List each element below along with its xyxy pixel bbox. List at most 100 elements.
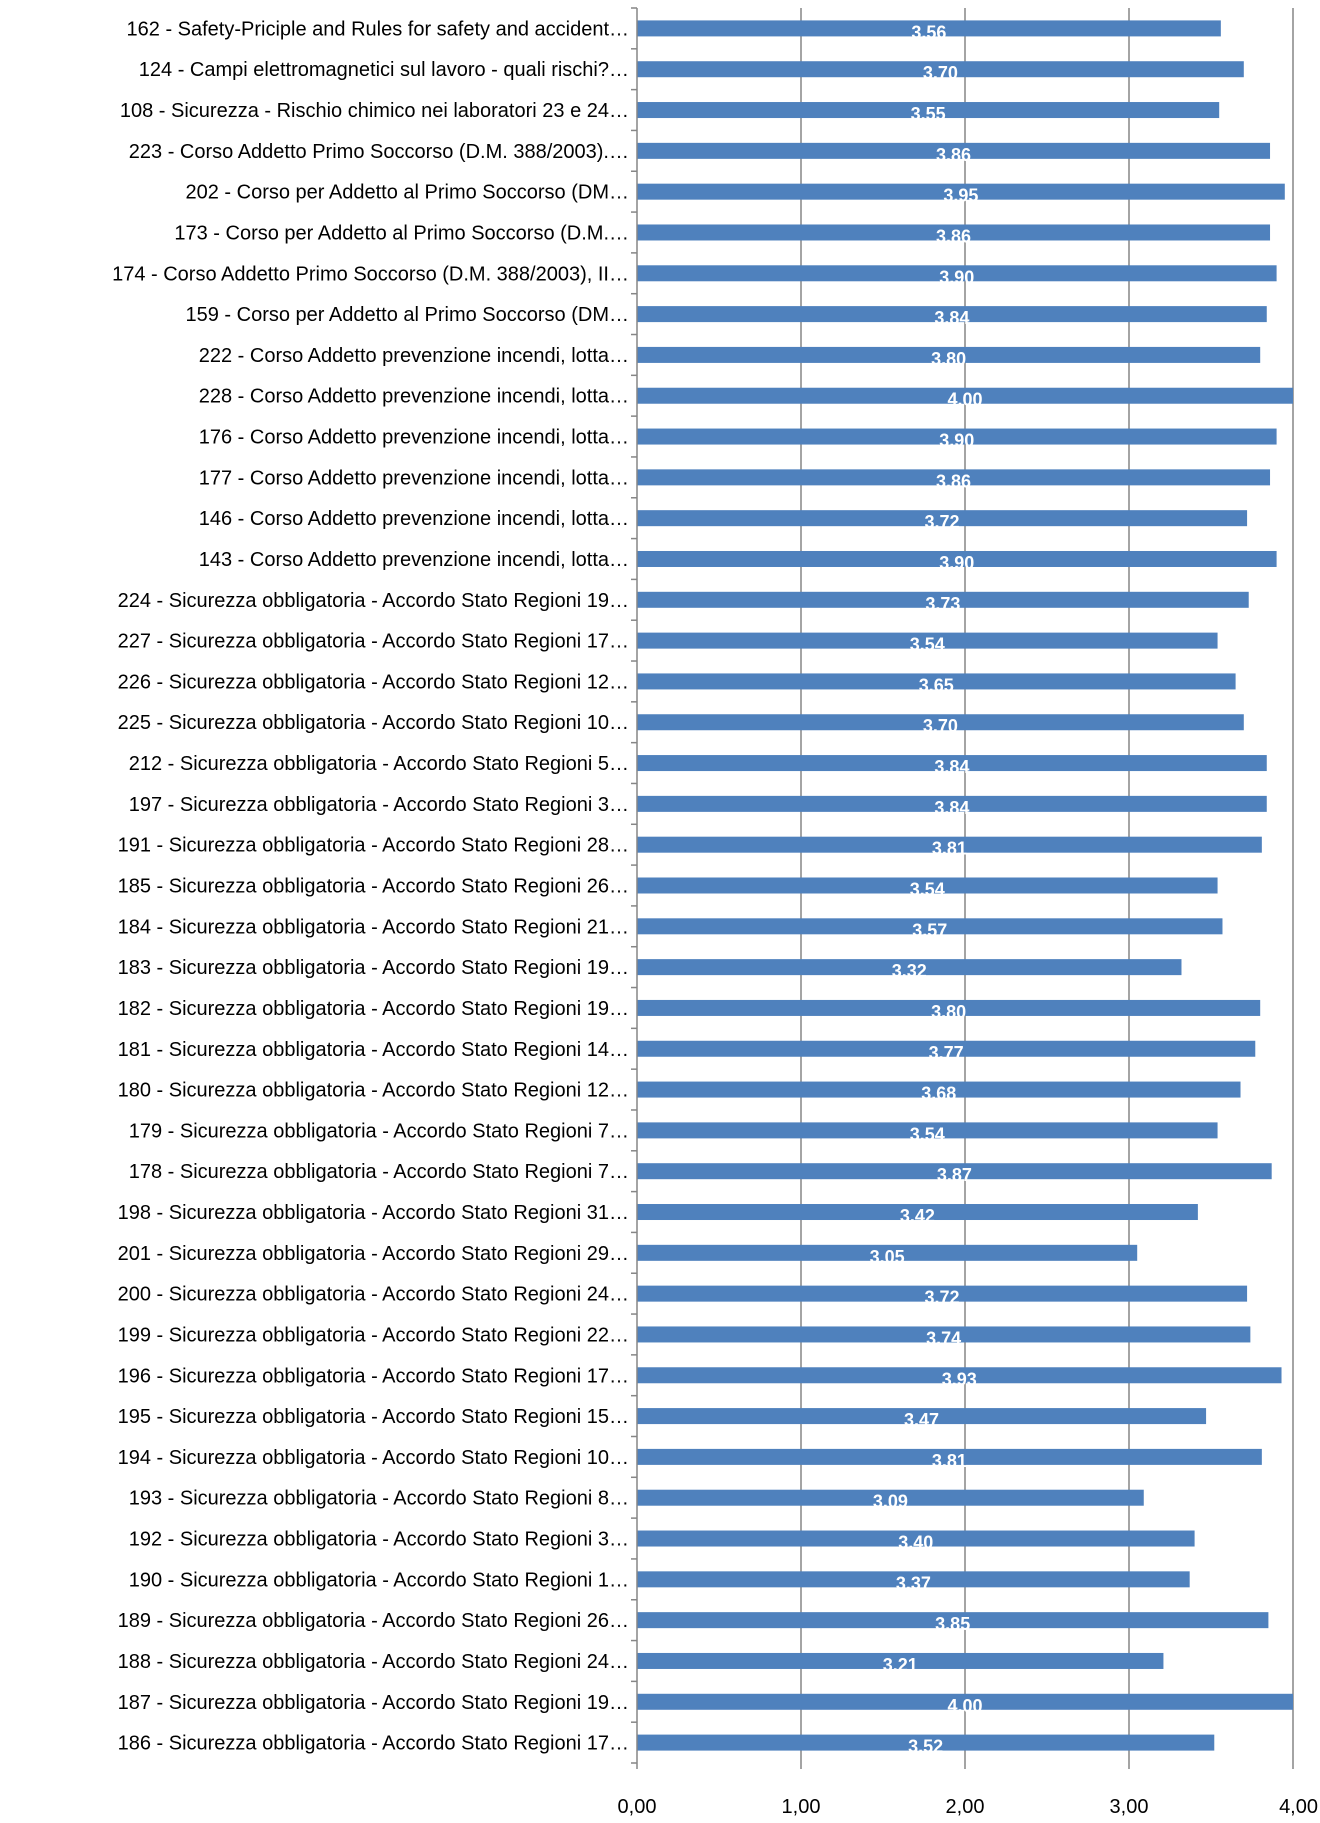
bar-19 xyxy=(637,795,1267,812)
data-label-33: 3.93 xyxy=(942,1369,977,1389)
bar-22 xyxy=(637,918,1223,935)
x-tick-label-2: 2,00 xyxy=(946,1796,985,1818)
category-label-10: 176 - Corso Addetto prevenzione incendi,… xyxy=(199,427,629,449)
category-label-16: 226 - Sicurezza obbligatoria - Accordo S… xyxy=(118,671,629,693)
data-label-36: 3.09 xyxy=(873,1492,908,1512)
x-tick-label-1: 1,00 xyxy=(782,1796,821,1818)
data-label-18: 3.84 xyxy=(934,757,969,777)
bar-38 xyxy=(637,1571,1190,1588)
data-label-39: 3.85 xyxy=(935,1614,970,1634)
bar-41 xyxy=(637,1693,1293,1710)
category-label-42: 186 - Sicurezza obbligatoria - Accordo S… xyxy=(118,1733,629,1755)
category-label-6: 174 - Corso Addetto Primo Soccorso (D.M.… xyxy=(112,263,629,285)
category-label-15: 227 - Sicurezza obbligatoria - Accordo S… xyxy=(118,631,629,653)
category-label-26: 180 - Sicurezza obbligatoria - Accordo S… xyxy=(118,1080,629,1102)
x-tick-label-0: 0,00 xyxy=(618,1796,657,1818)
category-label-21: 185 - Sicurezza obbligatoria - Accordo S… xyxy=(118,876,629,898)
data-label-26: 3.68 xyxy=(921,1084,956,1104)
category-label-7: 159 - Corso per Addetto al Primo Soccors… xyxy=(185,304,629,326)
category-label-39: 189 - Sicurezza obbligatoria - Accordo S… xyxy=(118,1610,629,1632)
bar-31 xyxy=(637,1285,1248,1302)
bar-20 xyxy=(637,836,1262,853)
category-label-8: 222 - Corso Addetto prevenzione incendi,… xyxy=(199,345,629,367)
category-label-1: 124 - Campi elettromagnetici sul lavoro … xyxy=(139,59,629,81)
bar-18 xyxy=(637,755,1267,772)
data-label-24: 3.80 xyxy=(931,1002,966,1022)
bar-8 xyxy=(637,346,1261,363)
category-label-4: 202 - Corso per Addetto al Primo Soccors… xyxy=(185,182,629,204)
category-label-27: 179 - Sicurezza obbligatoria - Accordo S… xyxy=(129,1120,629,1142)
category-label-32: 199 - Sicurezza obbligatoria - Accordo S… xyxy=(118,1324,629,1346)
bar-1 xyxy=(637,61,1244,78)
data-label-42: 3.52 xyxy=(908,1737,943,1757)
category-label-2: 108 - Sicurezza - Rischio chimico nei la… xyxy=(120,100,629,122)
category-label-22: 184 - Sicurezza obbligatoria - Accordo S… xyxy=(118,916,629,938)
data-label-30: 3.05 xyxy=(870,1247,905,1267)
category-label-18: 212 - Sicurezza obbligatoria - Accordo S… xyxy=(129,753,629,775)
data-label-13: 3.90 xyxy=(939,553,974,573)
data-label-10: 3.90 xyxy=(939,431,974,451)
bar-33 xyxy=(637,1367,1282,1384)
category-label-34: 195 - Sicurezza obbligatoria - Accordo S… xyxy=(118,1406,629,1428)
data-label-41: 4.00 xyxy=(947,1696,982,1716)
bar-2 xyxy=(637,102,1220,119)
bar-29 xyxy=(637,1204,1198,1221)
bar-15 xyxy=(637,632,1218,649)
bar-35 xyxy=(637,1448,1262,1465)
bar-30 xyxy=(637,1244,1138,1261)
data-label-40: 3.21 xyxy=(883,1655,918,1675)
data-label-15: 3.54 xyxy=(910,635,945,655)
category-label-11: 177 - Corso Addetto prevenzione incendi,… xyxy=(199,467,629,489)
data-label-9: 4.00 xyxy=(947,390,982,410)
data-label-6: 3.90 xyxy=(939,267,974,287)
bar-11 xyxy=(637,469,1271,486)
data-labels: 3.56 3.70 3.55 3.86 3.95 3.86 3.90 3.84 3.80 4.00… xyxy=(870,22,983,1756)
category-label-3: 223 - Corso Addetto Primo Soccorso (D.M.… xyxy=(129,141,629,163)
data-label-28: 3.87 xyxy=(937,1165,972,1185)
data-label-27: 3.54 xyxy=(910,1124,945,1144)
data-label-14: 3.73 xyxy=(925,594,960,614)
category-label-28: 178 - Sicurezza obbligatoria - Accordo S… xyxy=(129,1161,629,1183)
bar-23 xyxy=(637,959,1182,976)
bar-28 xyxy=(637,1163,1272,1180)
category-label-36: 193 - Sicurezza obbligatoria - Accordo S… xyxy=(129,1488,629,1510)
bar-4 xyxy=(637,183,1285,200)
category-label-19: 197 - Sicurezza obbligatoria - Accordo S… xyxy=(129,794,629,816)
category-label-13: 143 - Corso Addetto prevenzione incendi,… xyxy=(199,549,629,571)
category-label-35: 194 - Sicurezza obbligatoria - Accordo S… xyxy=(118,1447,629,1469)
category-label-38: 190 - Sicurezza obbligatoria - Accordo S… xyxy=(129,1569,629,1591)
category-labels: 162 - Safety-Priciple and Rules for safe… xyxy=(112,18,629,1754)
bar-26 xyxy=(637,1081,1241,1098)
category-label-25: 181 - Sicurezza obbligatoria - Accordo S… xyxy=(118,1039,629,1061)
bar-36 xyxy=(637,1489,1144,1506)
category-label-23: 183 - Sicurezza obbligatoria - Accordo S… xyxy=(118,957,629,979)
category-label-12: 146 - Corso Addetto prevenzione incendi,… xyxy=(199,508,629,530)
bar-34 xyxy=(637,1408,1207,1425)
data-label-2: 3.55 xyxy=(911,104,946,124)
bar-12 xyxy=(637,510,1248,527)
data-label-11: 3.86 xyxy=(936,471,971,491)
bar-10 xyxy=(637,428,1277,445)
data-label-21: 3.54 xyxy=(910,880,945,900)
bar-24 xyxy=(637,999,1261,1016)
bar-21 xyxy=(637,877,1218,894)
axes xyxy=(631,7,1294,1769)
bar-37 xyxy=(637,1530,1195,1547)
category-label-24: 182 - Sicurezza obbligatoria - Accordo S… xyxy=(118,998,629,1020)
x-tick-labels: 0,00 1,00 2,00 3,00 4,00 xyxy=(618,1796,1318,1818)
bar-0 xyxy=(637,20,1221,37)
data-label-38: 3.37 xyxy=(896,1573,931,1593)
category-label-17: 225 - Sicurezza obbligatoria - Accordo S… xyxy=(118,712,629,734)
data-label-22: 3.57 xyxy=(912,920,947,940)
data-label-25: 3.77 xyxy=(929,1043,964,1063)
bar-6 xyxy=(637,265,1277,282)
category-label-37: 192 - Sicurezza obbligatoria - Accordo S… xyxy=(129,1529,629,1551)
bar-9 xyxy=(637,387,1293,404)
category-label-40: 188 - Sicurezza obbligatoria - Accordo S… xyxy=(118,1651,629,1673)
bar-39 xyxy=(637,1612,1269,1629)
category-label-41: 187 - Sicurezza obbligatoria - Accordo S… xyxy=(118,1692,629,1714)
data-label-8: 3.80 xyxy=(931,349,966,369)
bar-25 xyxy=(637,1040,1256,1057)
data-label-37: 3.40 xyxy=(898,1533,933,1553)
category-label-20: 191 - Sicurezza obbligatoria - Accordo S… xyxy=(118,835,629,857)
